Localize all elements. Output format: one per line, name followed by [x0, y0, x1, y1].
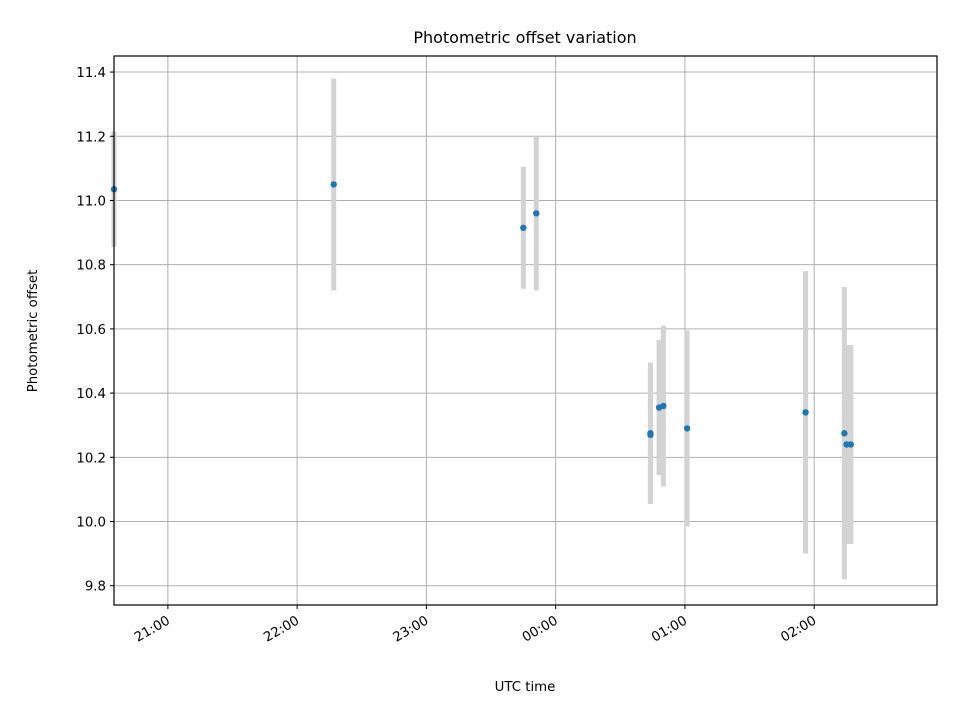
plot-frame: [113, 55, 938, 606]
data-point: [330, 181, 337, 188]
y-axis-label: Photometric offset: [26, 270, 41, 393]
data-point: [683, 425, 691, 432]
x-tick-label: 23:00: [391, 613, 432, 645]
x-tick-label: 02:00: [779, 613, 820, 645]
data-point: [647, 431, 654, 439]
y-tick-label: 10.8: [76, 259, 106, 274]
y-tick-label: 10.6: [76, 323, 106, 338]
chart-title: Photometric offset variation: [413, 28, 636, 47]
data-point: [660, 402, 667, 410]
y-tick-label: 10.0: [76, 516, 106, 531]
data-point: [520, 224, 527, 231]
y-tick-label: 9.8: [85, 580, 106, 595]
data-points: [110, 181, 855, 448]
data-point: [533, 210, 540, 217]
y-tick-label: 11.0: [76, 194, 106, 209]
data-point: [802, 409, 809, 416]
data-point: [847, 441, 855, 448]
y-tick-label: 10.4: [76, 387, 106, 402]
grid: [114, 56, 937, 605]
y-tick-label: 11.4: [76, 66, 106, 81]
x-tick-label: 01:00: [649, 613, 690, 645]
data-point: [841, 430, 848, 437]
x-tick-label: 21:00: [132, 613, 173, 645]
x-axis-label: UTC time: [495, 680, 556, 695]
x-tick-label: 22:00: [261, 613, 302, 645]
y-tick-label: 10.2: [76, 451, 106, 466]
x-tick-label: 00:00: [520, 613, 561, 645]
axis-ticks: 9.8 10.0 10.2 10.4 10.6 10.8 11.0 11.2 11.4 21:00…: [76, 66, 819, 646]
y-tick-label: 11.2: [76, 130, 106, 145]
